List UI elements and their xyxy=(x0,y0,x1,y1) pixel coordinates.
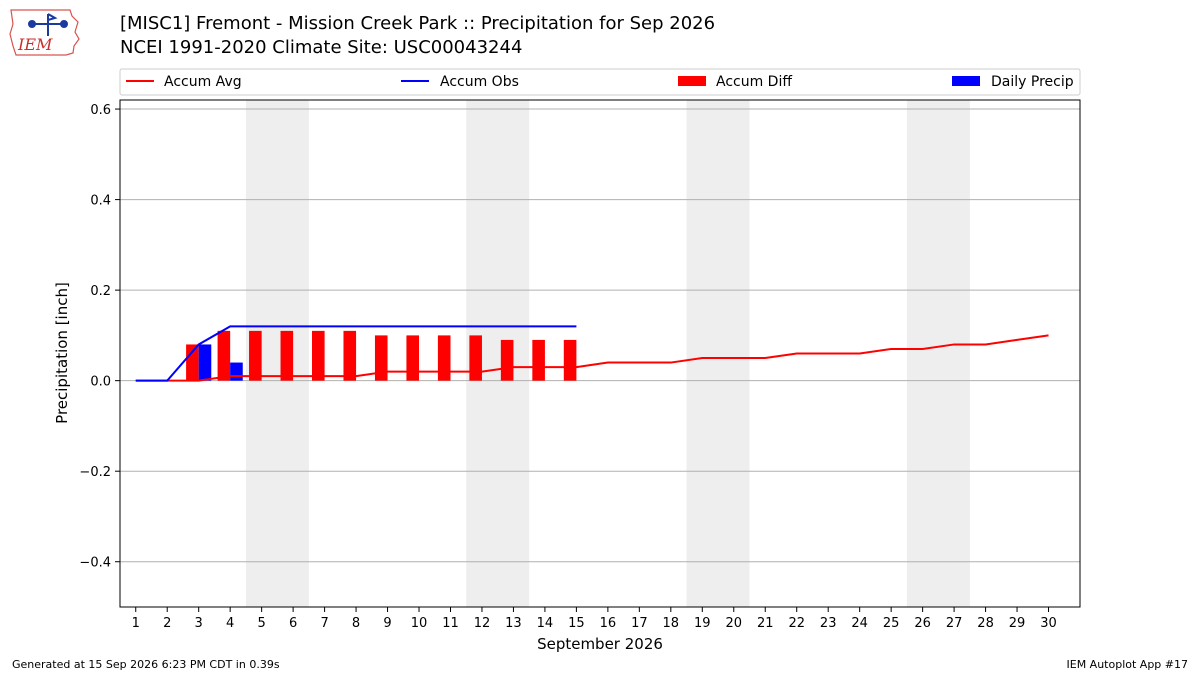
x-tick-label-11: 12 xyxy=(474,616,491,631)
x-tick-label-28: 29 xyxy=(1009,616,1026,631)
legend-swatch-accum-diff xyxy=(678,76,706,86)
x-tick-label-15: 16 xyxy=(600,616,617,631)
accum-diff-bar-15 xyxy=(563,339,577,381)
weekend-band-2 xyxy=(686,100,750,607)
legend: Accum Avg Accum Obs Accum Diff Daily Pre… xyxy=(119,68,1081,96)
x-tick-label-21: 22 xyxy=(788,616,805,631)
y-tick-label-4: 0.4 xyxy=(90,194,111,209)
bars xyxy=(186,330,577,381)
x-tick-label-4: 5 xyxy=(257,616,265,631)
accum-diff-bar-4 xyxy=(217,330,231,381)
footer-app-text: IEM Autoplot App #17 xyxy=(1066,658,1189,671)
x-tick-label-12: 13 xyxy=(505,616,522,631)
y-axis-label: Precipitation [inch] xyxy=(53,282,71,424)
x-tick-label-23: 24 xyxy=(851,616,868,631)
accum-diff-bar-7 xyxy=(312,330,325,381)
x-tick-label-24: 25 xyxy=(883,616,900,631)
x-tick-label-13: 14 xyxy=(537,616,554,631)
x-tick-label-9: 10 xyxy=(411,616,428,631)
daily-precip-bar-3 xyxy=(198,344,212,381)
x-tick-label-10: 11 xyxy=(442,616,459,631)
y-tick-label-3: 0.2 xyxy=(90,284,111,299)
iem-logo: IEM xyxy=(9,9,80,56)
x-axis-label: September 2026 xyxy=(537,635,663,653)
accum-diff-bar-11 xyxy=(437,335,451,381)
accum-diff-bar-8 xyxy=(343,330,357,381)
y-tick-label-0: −0.4 xyxy=(79,556,111,571)
accum-diff-bar-12 xyxy=(469,335,482,381)
logo-text: IEM xyxy=(17,35,53,54)
x-tick-label-26: 27 xyxy=(946,616,963,631)
accum-diff-bar-5 xyxy=(249,330,262,381)
x-tick-label-5: 6 xyxy=(289,616,297,631)
legend-label-accum-diff: Accum Diff xyxy=(716,74,792,90)
daily-precip-bar-4 xyxy=(230,362,243,381)
x-tick-label-1: 2 xyxy=(163,616,171,631)
accum-diff-bar-3 xyxy=(186,344,199,381)
x-tick-label-25: 26 xyxy=(914,616,931,631)
x-tick-label-2: 3 xyxy=(195,616,203,631)
weather-station-icon xyxy=(28,13,68,36)
x-tick-label-19: 20 xyxy=(725,616,742,631)
y-tick-label-5: 0.6 xyxy=(90,103,111,118)
chart-subtitle: NCEI 1991-2020 Climate Site: USC00043244 xyxy=(120,37,523,58)
x-tick-label-14: 15 xyxy=(568,616,585,631)
x-tick-label-17: 18 xyxy=(663,616,680,631)
x-tick-label-0: 1 xyxy=(132,616,140,631)
accum-diff-bar-14 xyxy=(532,339,545,381)
plot-frame xyxy=(119,99,1081,608)
x-tick-label-20: 21 xyxy=(757,616,774,631)
x-tick-label-18: 19 xyxy=(694,616,711,631)
axes: −0.4−0.20.00.20.40.61 2 3 4 5 6 7 8 9 10 11 12 13 14 1… xyxy=(79,103,1056,631)
legend-frame xyxy=(119,68,1081,96)
accum-diff-bar-6 xyxy=(280,330,294,381)
legend-label-accum-obs: Accum Obs xyxy=(440,74,519,90)
x-tick-label-22: 23 xyxy=(820,616,837,631)
x-tick-label-16: 17 xyxy=(631,616,648,631)
footer-generated-text: Generated at 15 Sep 2026 6:23 PM CDT in … xyxy=(12,658,280,671)
accum-diff-bar-9 xyxy=(374,335,388,381)
x-tick-label-8: 9 xyxy=(383,616,391,631)
accum-diff-bar-13 xyxy=(500,339,514,381)
x-tick-label-29: 30 xyxy=(1040,616,1057,631)
accum-diff-bar-10 xyxy=(406,335,420,381)
legend-label-accum-avg: Accum Avg xyxy=(164,74,242,90)
accum-obs-line xyxy=(135,325,577,382)
y-tick-label-2: 0.0 xyxy=(90,375,111,390)
grid-lines xyxy=(120,108,1080,563)
accum-avg-line xyxy=(135,334,1049,382)
x-tick-label-3: 4 xyxy=(226,616,234,631)
weekend-band-3 xyxy=(906,100,970,607)
x-tick-label-6: 7 xyxy=(320,616,328,631)
legend-swatch-daily-precip xyxy=(952,76,980,86)
chart-title: [MISC1] Fremont - Mission Creek Park :: … xyxy=(120,13,716,34)
x-tick-label-27: 28 xyxy=(977,616,994,631)
legend-label-daily-precip: Daily Precip xyxy=(991,74,1074,90)
lines xyxy=(135,325,1049,382)
y-tick-label-1: −0.2 xyxy=(79,465,111,480)
x-tick-label-7: 8 xyxy=(352,616,360,631)
